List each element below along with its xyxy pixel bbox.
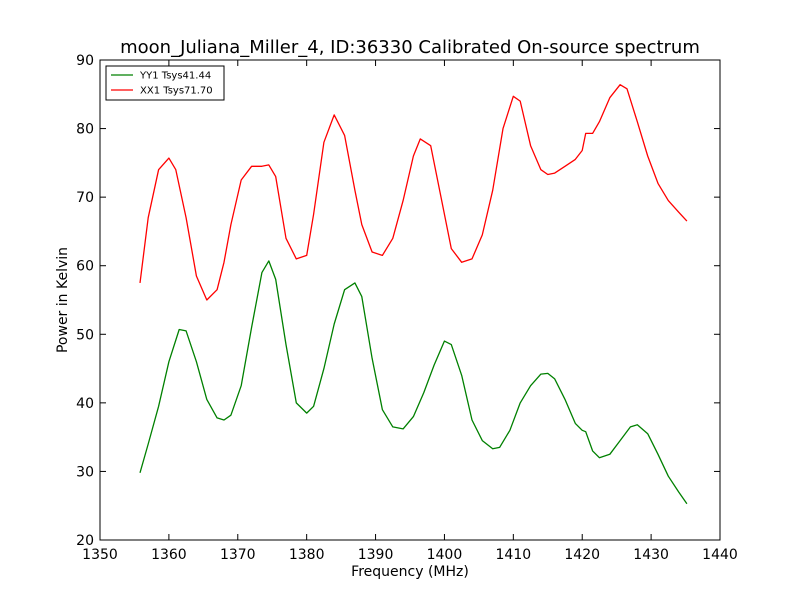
y-axis-label: Power in Kelvin <box>55 247 71 353</box>
x-tick-label: 1420 <box>564 547 600 563</box>
x-tick-label: 1430 <box>633 547 669 563</box>
series-line-yy1 <box>139 260 688 505</box>
y-tick-label: 20 <box>76 533 94 549</box>
legend: YY1 Tsys41.44 XX1 Tsys71.70 <box>105 65 225 101</box>
legend-box <box>105 65 225 101</box>
x-tick-label: 1360 <box>151 547 187 563</box>
x-axis-label: Frequency (MHz) <box>351 564 469 580</box>
plot-frame <box>99 59 721 541</box>
x-tick-label: 1410 <box>496 547 532 563</box>
y-tick-label: 80 <box>76 122 94 138</box>
x-tick-label: 1400 <box>427 547 463 563</box>
chart-title: moon_Juliana_Miller_4, ID:36330 Calibrat… <box>120 37 700 58</box>
legend-label-yy1: YY1 Tsys41.44 <box>139 71 211 82</box>
x-tick-label: 1350 <box>82 547 118 563</box>
ticks-layer: 1350 1360 1370 1380 1390 1400 1410 1420 1430 1440… <box>76 53 738 563</box>
y-tick-label: 90 <box>76 53 94 69</box>
series-layer <box>139 84 688 505</box>
x-tick-label: 1370 <box>220 547 256 563</box>
x-tick-label: 1390 <box>358 547 394 563</box>
y-tick-label: 50 <box>76 327 94 343</box>
y-tick-label: 60 <box>76 259 94 275</box>
y-tick-label: 30 <box>76 464 94 480</box>
x-tick-label: 1380 <box>289 547 325 563</box>
series-line-xx1 <box>139 84 688 301</box>
y-tick-label: 40 <box>76 396 94 412</box>
x-tick-label: 1440 <box>702 547 738 563</box>
y-tick-label: 70 <box>76 190 94 206</box>
legend-label-xx1: XX1 Tsys71.70 <box>140 86 213 97</box>
